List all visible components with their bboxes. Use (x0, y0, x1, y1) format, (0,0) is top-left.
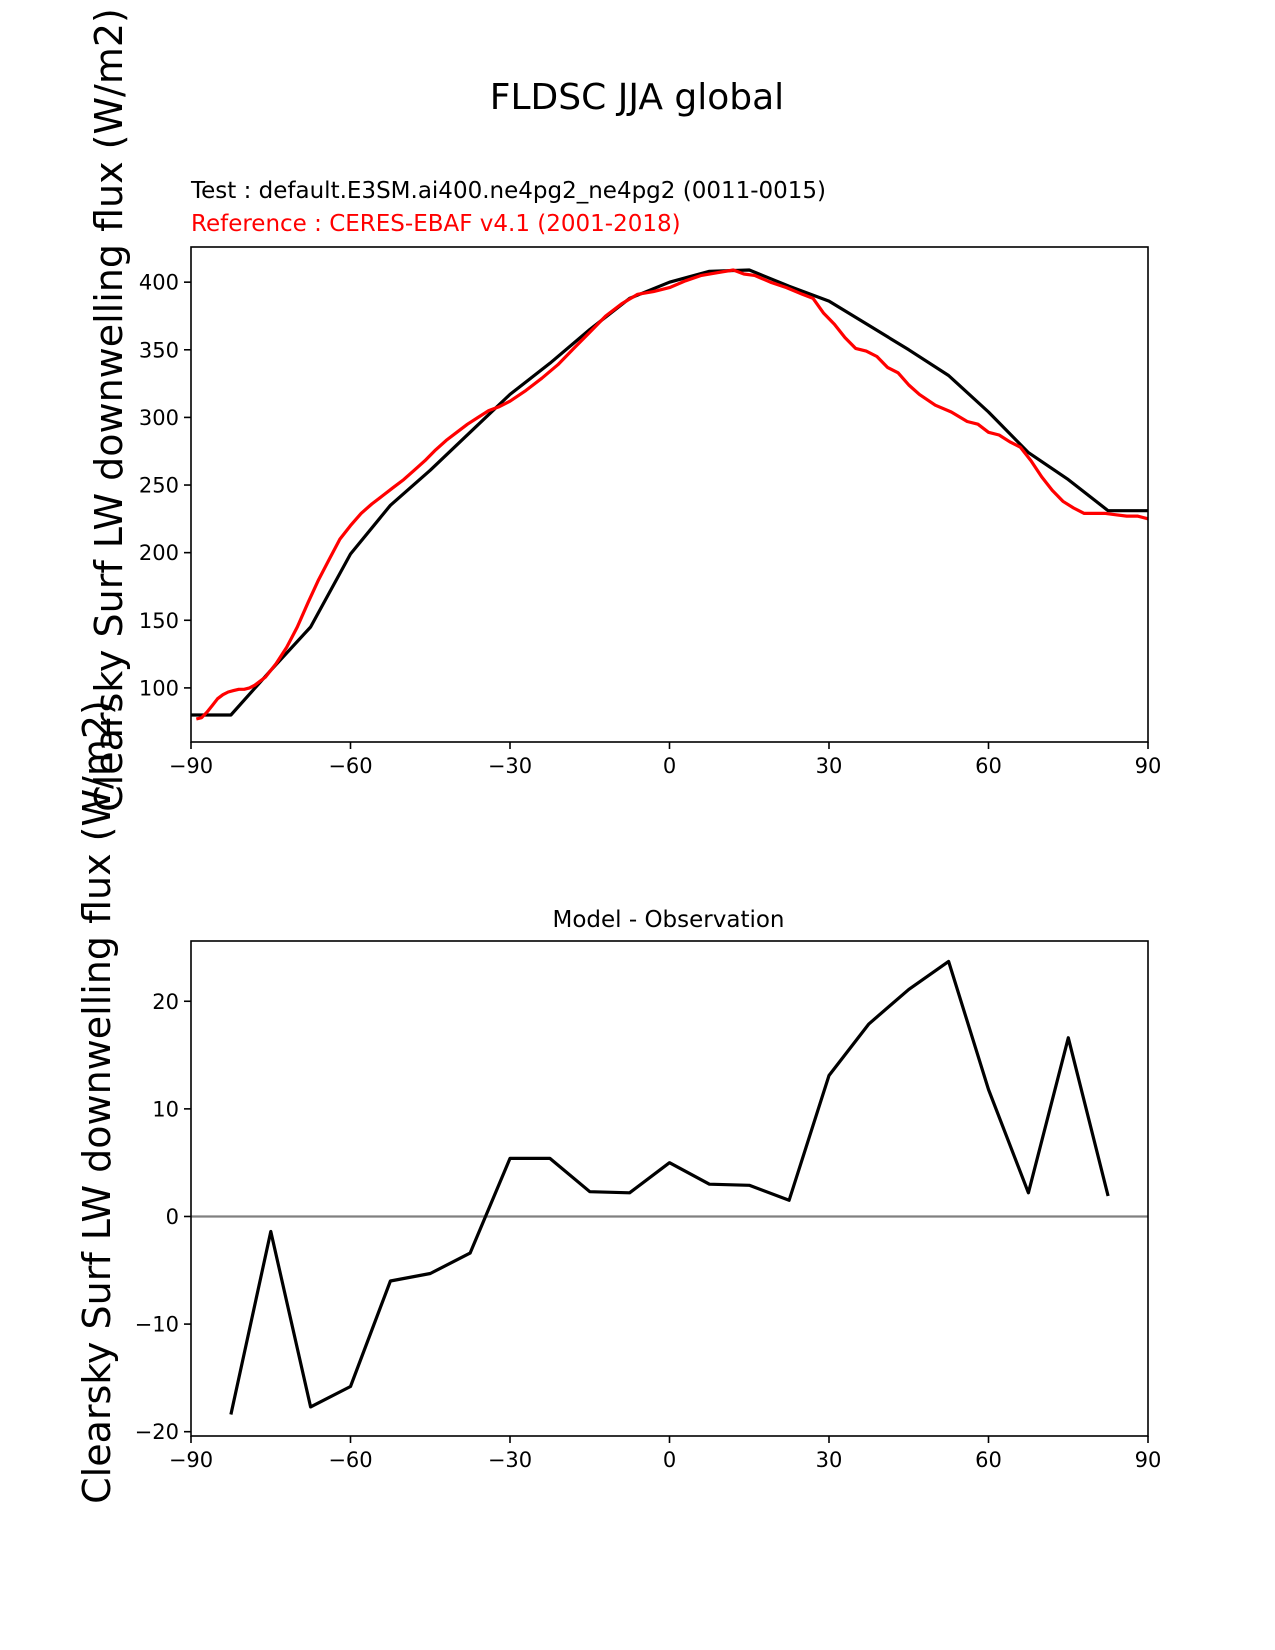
axes-frame (190, 246, 1149, 743)
bottom-ylabel: Clearsky Surf LW downwelling flux (W/m2) (75, 700, 119, 1504)
difference-plot: −90 −60 −30 0 30 60 90 −20 −10 0 10 20 (135, 940, 1162, 1472)
axes-frame (190, 940, 1149, 1437)
difference-series-line (229, 959, 1110, 1415)
diff-panel-title: Model - Observation (552, 907, 784, 933)
y-tick-label: 350 (139, 338, 179, 362)
x-tick-label: 0 (663, 754, 676, 778)
top-plot: −90 −60 −30 0 30 60 90 100 150 200 250 300 350 400 (139, 246, 1162, 778)
test-series-line (191, 268, 1148, 717)
x-tick-label: 90 (1135, 754, 1162, 778)
test-label: Test : default.E3SM.ai400.ne4pg2_ne4pg2 … (190, 178, 826, 204)
y-tick-label: −10 (135, 1313, 179, 1337)
x-tick-label: 90 (1135, 1448, 1162, 1472)
y-tick-label: 300 (139, 406, 179, 430)
y-tick-label: 10 (152, 1097, 179, 1121)
y-tick-label: 100 (139, 676, 179, 700)
y-tick-label: 20 (152, 990, 179, 1014)
x-tick-label: −30 (488, 1448, 532, 1472)
x-tick-label: 60 (975, 754, 1002, 778)
figure-title: FLDSC JJA global (490, 77, 784, 118)
y-tick-label: −20 (135, 1420, 179, 1444)
y-tick-label: 250 (139, 474, 179, 498)
x-tick-label: 0 (663, 1448, 676, 1472)
x-tick-label: −60 (328, 1448, 372, 1472)
reference-label: Reference : CERES-EBAF v4.1 (2001-2018) (191, 211, 681, 237)
y-tick-label: 200 (139, 541, 179, 565)
x-tick-label: −60 (328, 754, 372, 778)
top-ylabel: Clearsky Surf LW downwelling flux (W/m2) (87, 8, 131, 812)
y-tick-label: 400 (139, 271, 179, 295)
y-tick-label: 150 (139, 609, 179, 633)
x-tick-label: 60 (975, 1448, 1002, 1472)
x-tick-label: −30 (488, 754, 532, 778)
y-tick-label: 0 (166, 1205, 179, 1229)
x-tick-label: −90 (169, 1448, 213, 1472)
x-tick-label: −90 (169, 754, 213, 778)
x-tick-label: 30 (816, 1448, 843, 1472)
reference-series-line (195, 268, 1148, 721)
x-tick-label: 30 (816, 754, 843, 778)
